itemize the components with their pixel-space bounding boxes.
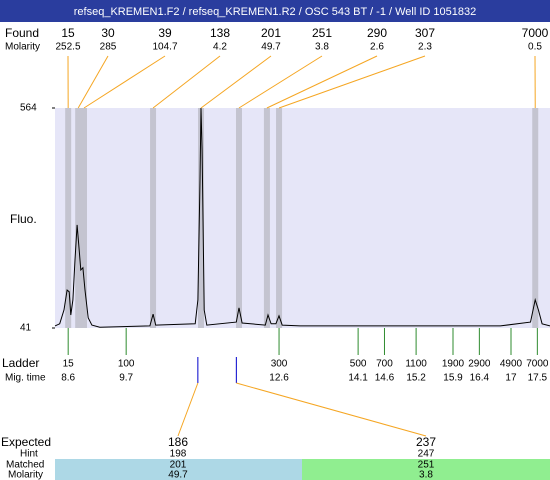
peak-band <box>150 108 157 328</box>
expected-matched: 251 <box>418 460 435 471</box>
found-size: 15 <box>61 26 75 40</box>
y-axis-label: Fluo. <box>10 212 37 226</box>
found-molarity: 2.6 <box>370 42 384 53</box>
y-tick-label: 564 <box>20 103 37 114</box>
found-connector <box>200 55 272 109</box>
matched-green <box>302 459 550 480</box>
found-connector <box>77 55 109 109</box>
found-size: 251 <box>312 26 332 40</box>
found-connector <box>238 55 323 109</box>
mig-time-label: Mig. time <box>5 373 46 384</box>
expected-hint: 247 <box>418 449 435 460</box>
trace <box>54 107 550 328</box>
ladder-time: 14.1 <box>348 373 368 384</box>
found-connector <box>266 55 378 109</box>
expected-connector <box>177 382 199 437</box>
found-molarity: 49.7 <box>261 42 281 53</box>
molarity-label: Molarity <box>5 42 40 53</box>
ladder-time: 17.5 <box>528 373 548 384</box>
found-molarity: 285 <box>100 42 117 53</box>
peak-band <box>276 108 283 328</box>
found-molarity: 104.7 <box>152 42 177 53</box>
found-size: 201 <box>261 26 281 40</box>
found-molarity: 252.5 <box>55 42 80 53</box>
ladder-size: 15 <box>63 359 75 370</box>
ladder-size: 700 <box>376 359 393 370</box>
peak-band <box>75 108 82 328</box>
ladder-size: 4900 <box>500 359 523 370</box>
peak-band <box>263 108 270 328</box>
molarity-label-2: Molarity <box>8 470 43 480</box>
found-molarity: 3.8 <box>315 42 329 53</box>
expected-size: 237 <box>416 435 436 449</box>
expected-molarity: 49.7 <box>168 470 188 480</box>
title-bar <box>0 0 550 22</box>
found-label: Found <box>5 26 39 40</box>
ladder-time: 8.6 <box>61 373 75 384</box>
ladder-time: 15.9 <box>443 373 463 384</box>
peak-band <box>532 108 539 328</box>
ladder-time: 14.6 <box>375 373 395 384</box>
found-size: 307 <box>415 26 435 40</box>
peak-band <box>198 108 205 328</box>
expected-size: 186 <box>168 435 188 449</box>
found-size: 290 <box>367 26 387 40</box>
expected-matched: 201 <box>170 460 187 471</box>
ladder-time: 12.6 <box>269 373 289 384</box>
hint-label: Hint <box>20 449 38 460</box>
matched-label: Matched <box>6 460 44 471</box>
found-connector <box>152 55 221 109</box>
ladder-time: 15.2 <box>406 373 426 384</box>
ladder-size: 500 <box>350 359 367 370</box>
ladder-size: 300 <box>271 359 288 370</box>
peak-band <box>65 108 72 328</box>
expected-molarity: 3.8 <box>419 470 433 480</box>
ladder-size: 1900 <box>442 359 465 370</box>
found-size: 138 <box>210 26 230 40</box>
ladder-time: 17 <box>505 373 517 384</box>
found-size: 39 <box>158 26 172 40</box>
found-molarity: 0.5 <box>528 42 542 53</box>
peak-band <box>80 108 87 328</box>
found-size: 30 <box>101 26 115 40</box>
found-connector <box>83 55 166 109</box>
y-tick-label: 41 <box>20 323 32 334</box>
ladder-size: 7000 <box>526 359 549 370</box>
ladder-size: 2900 <box>468 359 491 370</box>
expected-hint: 198 <box>170 449 187 460</box>
expected-label: Expected <box>1 435 51 449</box>
peak-band <box>235 108 242 328</box>
ladder-size: 1100 <box>405 359 427 370</box>
matched-blue <box>55 459 302 480</box>
found-size: 7000 <box>522 26 549 40</box>
plot-area <box>55 108 550 328</box>
found-molarity: 2.3 <box>418 42 432 53</box>
ladder-size: 100 <box>118 359 135 370</box>
found-connector <box>278 55 426 109</box>
title: refseq_KREMEN1.F2 / refseq_KREMEN1.R2 / … <box>74 6 477 18</box>
found-molarity: 4.2 <box>213 42 227 53</box>
ladder-label: Ladder <box>2 356 39 370</box>
ladder-time: 16.4 <box>470 373 490 384</box>
ladder-time: 9.7 <box>119 373 133 384</box>
expected-connector <box>236 382 427 437</box>
